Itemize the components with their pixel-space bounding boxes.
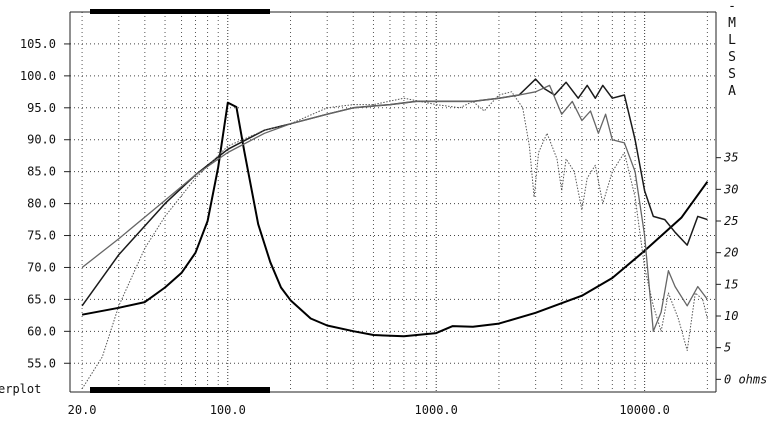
vertical-label-char: L <box>728 33 736 48</box>
y2-tick-label: 20 <box>724 246 738 260</box>
x-tick-label: 100.0 <box>210 403 246 417</box>
y-tick-label: 80.0 <box>27 197 56 211</box>
y-tick-label: 70.0 <box>27 260 56 274</box>
y-tick-label: 60.0 <box>27 324 56 338</box>
y-tick-label: 105.0 <box>20 37 56 51</box>
y-tick-label: 65.0 <box>27 292 56 306</box>
top-range-bar <box>90 9 270 14</box>
y2-tick-label: 10 <box>724 309 738 323</box>
y-tick-label: 95.0 <box>27 101 56 115</box>
vertical-label-char: - <box>728 0 736 14</box>
y-tick-label: 100.0 <box>20 69 56 83</box>
y2-tick-label: 25 <box>724 214 738 228</box>
x-tick-label: 10000.0 <box>619 403 670 417</box>
series-line-response-2 <box>81 84 708 332</box>
y2-tick-label: 5 <box>724 341 731 355</box>
x-tick-label: 20.0 <box>68 403 97 417</box>
vertical-label-char: A <box>728 84 736 99</box>
y2-tick-label: 35 <box>723 151 738 165</box>
y-tick-label: 90.0 <box>27 133 56 147</box>
vertical-label-char: S <box>728 67 736 82</box>
series-line-response-3 <box>81 91 708 390</box>
y-tick-label: 85.0 <box>27 165 56 179</box>
x-tick-label: 1000.0 <box>415 403 458 417</box>
series-line-response-1 <box>81 78 708 307</box>
y-tick-label: 55.0 <box>27 356 56 370</box>
plot-frame <box>69 9 717 393</box>
grid-layer <box>70 12 716 392</box>
series-layer <box>81 78 709 390</box>
left-edge-label: erplot <box>0 382 41 396</box>
vertical-label-char: M <box>728 16 736 31</box>
y2-tick-label: 15 <box>724 277 738 291</box>
y2-tick-label: 0 ohms <box>724 372 767 386</box>
right-tick-labels: 0 ohms 5 10 15 20 25 30 35 <box>716 151 767 386</box>
x-tick-labels: 20.0 100.0 1000.0 10000.0 <box>68 403 670 417</box>
y-tick-label: 75.0 <box>27 229 56 243</box>
vertical-label-char: S <box>728 50 736 65</box>
series-line-impedance <box>81 101 709 338</box>
y2-tick-label: 30 <box>723 182 738 196</box>
left-tick-labels: 55.0 60.0 65.0 70.0 75.0 80.0 85.0 90.0 95.0 100.… <box>20 37 70 370</box>
bottom-range-bar <box>90 387 270 393</box>
